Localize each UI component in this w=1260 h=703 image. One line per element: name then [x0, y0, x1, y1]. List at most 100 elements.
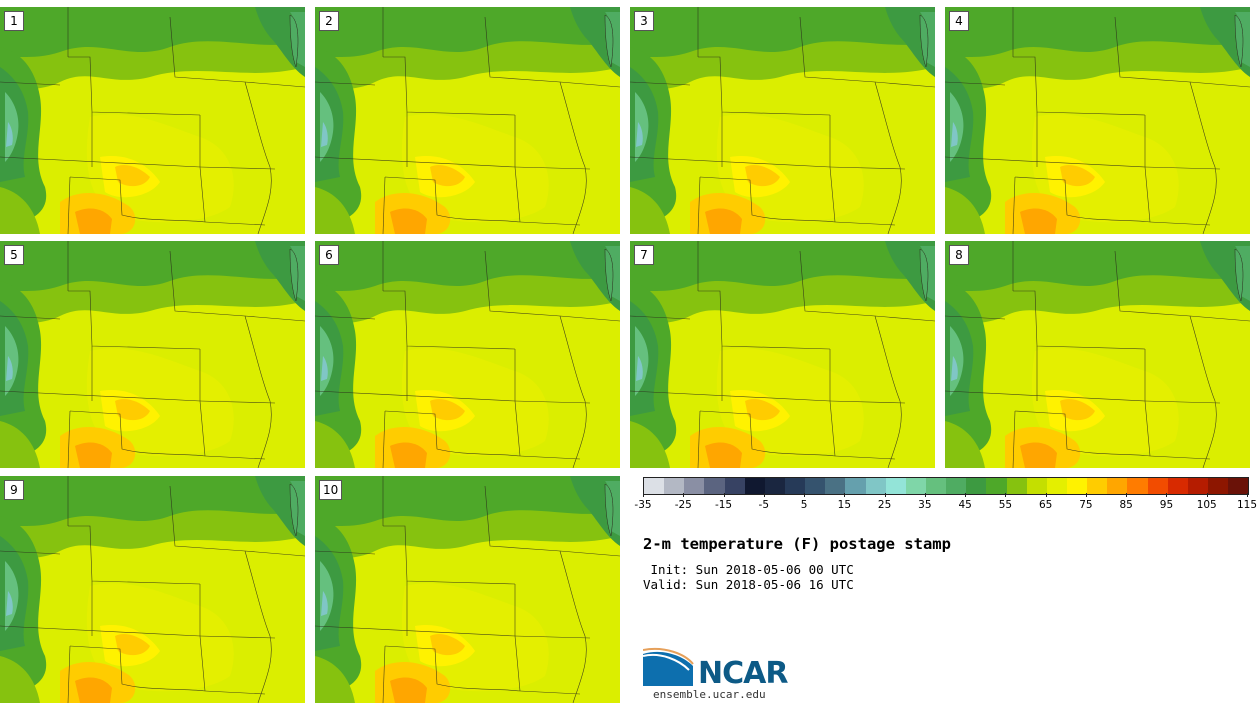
colorbar-swatch — [1228, 478, 1249, 494]
colorbar-swatch — [845, 478, 866, 494]
temperature-map — [0, 476, 305, 703]
member-number: 7 — [634, 245, 654, 265]
colorbar-tick-label: 5 — [800, 499, 808, 511]
colorbar-swatch — [825, 478, 846, 494]
stamp-2: 2 — [315, 7, 620, 234]
temperature-map — [0, 7, 305, 234]
colorbar-tick — [1247, 493, 1248, 497]
temperature-map — [315, 476, 620, 703]
colorbar-swatch — [1147, 478, 1168, 494]
colorbar-tick — [1206, 493, 1208, 497]
colorbar-swatch — [1026, 478, 1047, 494]
colorbar-swatch — [724, 478, 745, 494]
colorbar-swatch — [1187, 478, 1208, 494]
temperature-map — [315, 7, 620, 234]
colorbar-swatch — [905, 478, 926, 494]
colorbar-ticks: -35 -25 -15 -5 5 15 25 35 45 55 65 75 85 95 105 115 — [634, 493, 1257, 513]
site-url: ensemble.ucar.edu — [653, 688, 766, 701]
colorbar-tick — [643, 493, 644, 497]
colorbar-swatch — [644, 478, 665, 494]
colorbar-tick — [683, 493, 685, 497]
colorbar-swatch — [684, 478, 705, 494]
colorbar-tick-label: 75 — [1079, 499, 1093, 511]
colorbar-swatch — [744, 478, 765, 494]
colorbar-swatch — [764, 478, 785, 494]
stamp-7: 7 — [630, 241, 935, 468]
colorbar-tick — [723, 493, 725, 497]
init-time: Init: Sun 2018-05-06 00 UTC — [643, 562, 854, 577]
colorbar-tick-label: 105 — [1196, 499, 1217, 511]
colorbar-tick — [1166, 493, 1168, 497]
colorbar-tick-label: 85 — [1119, 499, 1133, 511]
colorbar-tick — [844, 493, 846, 497]
colorbar-tick — [804, 493, 806, 497]
colorbar-swatch — [925, 478, 947, 494]
colorbar — [643, 477, 1249, 495]
ncar-logo-icon — [643, 648, 694, 686]
stamp-1: 1 — [0, 7, 305, 234]
colorbar-swatch — [1127, 478, 1148, 494]
colorbar-swatch — [986, 478, 1007, 494]
colorbar-tick-label: 35 — [918, 499, 932, 511]
colorbar-tick-label: 45 — [958, 499, 972, 511]
colorbar-swatch — [664, 478, 685, 494]
colorbar-swatch — [1066, 478, 1088, 494]
colorbar-tick — [1005, 493, 1007, 497]
stamp-5: 5 — [0, 241, 305, 468]
colorbar-swatch — [704, 478, 725, 494]
member-number: 5 — [4, 245, 24, 265]
colorbar-tick-label: 65 — [1038, 499, 1053, 511]
colorbar-tick — [763, 493, 765, 497]
colorbar-tick-label: 55 — [998, 499, 1013, 511]
colorbar-swatch — [946, 478, 967, 494]
colorbar-tick-label: 95 — [1159, 499, 1174, 511]
colorbar-swatch — [1167, 478, 1188, 494]
temperature-map — [315, 241, 620, 468]
stamp-9: 9 — [0, 476, 305, 703]
colorbar-tick-label: 115 — [1236, 499, 1258, 511]
figure-title: 2-m temperature (F) postage stamp — [643, 535, 951, 553]
colorbar-tick — [1045, 493, 1047, 497]
colorbar-tick — [965, 493, 967, 497]
member-number: 3 — [634, 11, 654, 31]
colorbar-tick — [884, 493, 886, 497]
colorbar-tick-label: 25 — [877, 499, 892, 511]
stamp-4: 4 — [945, 7, 1250, 234]
colorbar-swatch — [1006, 478, 1027, 494]
colorbar-swatch — [1107, 478, 1128, 494]
stamp-8: 8 — [945, 241, 1250, 468]
member-number: 8 — [949, 245, 969, 265]
colorbar-tick-label: -15 — [714, 499, 733, 511]
member-number: 2 — [319, 11, 339, 31]
colorbar-swatch — [784, 478, 806, 494]
valid-time: Valid: Sun 2018-05-06 16 UTC — [643, 577, 854, 592]
colorbar-tick-label: -25 — [674, 499, 692, 511]
stamp-3: 3 — [630, 7, 935, 234]
temperature-map — [0, 241, 305, 468]
colorbar-tick-label: -35 — [634, 499, 652, 511]
colorbar-tick — [1126, 493, 1128, 497]
member-number: 1 — [4, 11, 24, 31]
colorbar-swatch — [885, 478, 906, 494]
member-number: 4 — [949, 11, 969, 31]
colorbar-tick — [924, 493, 926, 497]
colorbar-tick — [1085, 493, 1087, 497]
temperature-map — [945, 7, 1250, 234]
colorbar-swatch — [1046, 478, 1067, 494]
stamp-6: 6 — [315, 241, 620, 468]
temperature-map — [630, 241, 935, 468]
temperature-map — [630, 7, 935, 234]
colorbar-swatch — [966, 478, 987, 494]
colorbar-swatch — [865, 478, 886, 494]
colorbar-swatch — [805, 478, 826, 494]
logo-text: NCAR — [698, 656, 788, 691]
colorbar-swatch — [1207, 478, 1229, 494]
colorbar-swatch — [1087, 478, 1108, 494]
member-number: 6 — [319, 245, 339, 265]
member-number: 9 — [4, 480, 24, 500]
temperature-map — [945, 241, 1250, 468]
colorbar-tick-label: 15 — [837, 499, 852, 511]
member-number: 10 — [319, 480, 343, 500]
stamp-10: 10 — [315, 476, 620, 703]
colorbar-tick-label: -5 — [758, 499, 770, 511]
